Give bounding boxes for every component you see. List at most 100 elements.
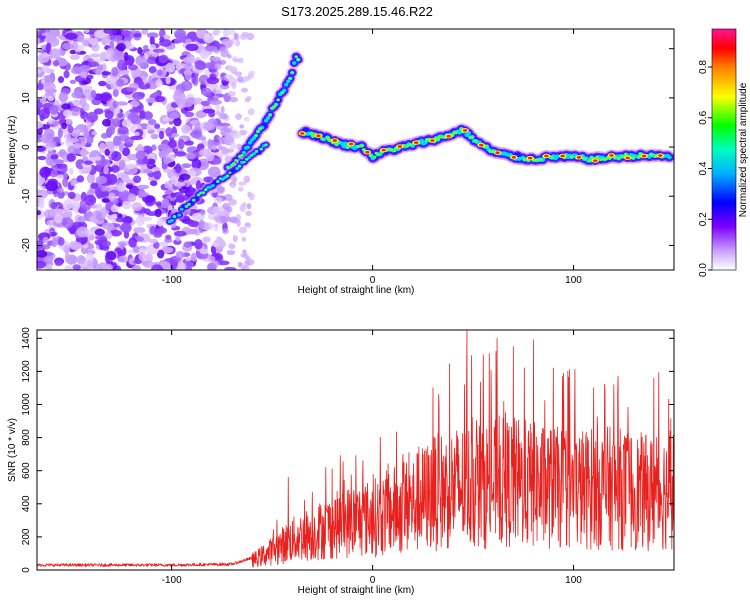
spectrogram-noise-blob bbox=[162, 157, 172, 164]
spectrogram-noise-blob bbox=[72, 106, 82, 112]
spectrogram-noise-blob bbox=[56, 58, 68, 67]
spectrogram-ridge-peak bbox=[376, 152, 381, 156]
spectrogram-x-tick-label: 0 bbox=[370, 275, 376, 286]
spectrogram-noise-blob bbox=[206, 76, 220, 85]
spectrogram-lower-branch-peak bbox=[254, 150, 258, 153]
spectrogram-ridge-peak bbox=[522, 157, 527, 162]
spectrogram-noise-blob bbox=[174, 89, 181, 97]
spectrogram-noise-blob bbox=[96, 203, 103, 212]
spectrogram-noise-blob bbox=[224, 139, 230, 145]
spectrogram-noise-blob bbox=[185, 257, 192, 262]
spectrogram-ridge-max bbox=[658, 154, 663, 157]
spectrogram-noise-blob bbox=[152, 166, 160, 172]
spectrogram-noise-blob bbox=[209, 99, 222, 105]
spectrogram-y-tick-label: 0 bbox=[21, 144, 32, 150]
spectrogram-upper-branch-peak bbox=[294, 55, 299, 59]
spectrogram-noise-blob bbox=[240, 253, 247, 258]
spectrogram-noise-blob bbox=[115, 217, 127, 223]
spectrogram-noise-blob bbox=[66, 152, 77, 162]
spectrogram-lower-branch-peak bbox=[250, 154, 254, 157]
spectrogram-noise-blob bbox=[153, 241, 160, 249]
spectrogram-noise-blob bbox=[125, 40, 131, 49]
spectrogram-noise-blob bbox=[173, 38, 180, 44]
spectrogram-noise-blob bbox=[69, 54, 81, 60]
spectrogram-noise-blob bbox=[110, 213, 120, 219]
spectrogram-ridge-peak bbox=[636, 155, 641, 159]
spectrogram-noise-blob bbox=[61, 122, 67, 130]
spectrogram-noise-blob bbox=[207, 83, 219, 89]
spectrogram-noise-blob bbox=[37, 155, 47, 161]
snr-y-axis-title: SNR (10 * v/v) bbox=[7, 418, 18, 482]
spectrogram-noise-blob bbox=[64, 252, 70, 264]
spectrogram-noise-blob bbox=[248, 70, 256, 75]
spectrogram-noise-blob bbox=[39, 95, 47, 104]
spectrogram-noise-blob bbox=[149, 225, 156, 235]
spectrogram-noise-blob bbox=[214, 63, 222, 71]
spectrogram-lower-branch-peak bbox=[228, 171, 232, 174]
spectrogram-noise-blob bbox=[58, 236, 65, 246]
spectrogram-noise-blob bbox=[203, 121, 216, 131]
spectrogram-lower-branch-peak bbox=[192, 198, 196, 202]
snr-y-tick-label: 1000 bbox=[21, 393, 32, 416]
spectrogram-ridge-peak bbox=[392, 149, 397, 153]
spectrogram-noise-blob bbox=[101, 71, 112, 76]
spectrogram-noise-blob bbox=[195, 62, 207, 71]
spectrogram-noise-blob bbox=[37, 53, 50, 64]
spectrogram-noise-blob bbox=[213, 49, 221, 54]
spectrogram-noise-blob bbox=[213, 215, 222, 222]
spectrogram-lower-branch-peak bbox=[201, 191, 205, 194]
snr-frame bbox=[36, 329, 675, 571]
snr-series-line bbox=[37, 330, 674, 568]
spectrogram-noise-blob bbox=[127, 153, 139, 161]
spectrogram-noise-blob bbox=[148, 50, 154, 55]
snr-x-tick-label: 0 bbox=[370, 575, 376, 586]
spectrogram-noise-blob bbox=[112, 118, 121, 128]
snr-y-tick-label: 600 bbox=[21, 462, 32, 479]
spectrogram-noise-blob bbox=[184, 74, 192, 81]
spectrogram-noise-blob bbox=[106, 174, 118, 185]
spectrogram-noise-blob bbox=[245, 210, 252, 217]
spectrogram-noise-blob bbox=[235, 113, 243, 121]
snr-y-tick-label: 400 bbox=[21, 495, 32, 512]
spectrogram-noise-blob bbox=[63, 199, 73, 210]
spectrogram-ridge-peak bbox=[359, 144, 364, 148]
spectrogram-noise-blob bbox=[246, 95, 252, 101]
spectrogram-noise-blob bbox=[158, 54, 169, 64]
spectrogram-noise-blob bbox=[106, 264, 113, 270]
spectrogram-noise-blob bbox=[71, 40, 78, 50]
spectrogram-noise-blob bbox=[112, 88, 119, 98]
spectrogram-upper-branch-peak bbox=[254, 134, 258, 137]
spectrogram-noise-blob bbox=[177, 138, 185, 150]
spectrogram-noise-blob bbox=[208, 255, 216, 262]
spectrogram-noise-blob bbox=[223, 193, 233, 202]
spectrogram-noise-blob bbox=[57, 76, 65, 84]
spectrogram-noise-blob bbox=[70, 180, 77, 186]
spectrogram-noise-blob bbox=[154, 95, 166, 103]
spectrogram-noise-blob bbox=[59, 163, 68, 174]
spectrogram-noise-blob bbox=[140, 191, 148, 198]
spectrogram-noise-blob bbox=[37, 121, 44, 129]
spectrogram-noise-blob bbox=[128, 237, 137, 248]
spectrogram-noise-blob bbox=[199, 48, 210, 60]
spectrogram-noise-blob bbox=[44, 264, 53, 270]
spectrogram-lower-branch-peak bbox=[225, 174, 229, 178]
spectrogram-noise-blob bbox=[92, 58, 106, 63]
spectrogram-noise-blob bbox=[37, 138, 43, 143]
spectrogram-noise-blob bbox=[229, 216, 238, 224]
spectrogram-noise-blob bbox=[124, 55, 135, 66]
spectrogram-noise-blob bbox=[122, 200, 132, 210]
spectrogram-noise-blob bbox=[234, 71, 243, 77]
spectrogram-y-tick-label: -10 bbox=[21, 189, 32, 204]
spectrogram-noise-blob bbox=[97, 64, 104, 70]
spectrogram-noise-blob bbox=[117, 126, 129, 135]
spectrogram-ridge-max bbox=[365, 150, 370, 154]
spectrogram-ridge-peak bbox=[569, 155, 574, 159]
spectrogram-noise-blob bbox=[213, 95, 220, 100]
spectrogram-noise-blob bbox=[64, 32, 78, 40]
spectrogram-noise-blob bbox=[68, 240, 82, 250]
spectrogram-lower-branch-core bbox=[179, 207, 184, 211]
spectrogram-noise-blob bbox=[145, 97, 158, 103]
spectrogram-noise-blob bbox=[76, 34, 85, 43]
spectrogram-noise-blob bbox=[241, 87, 249, 93]
